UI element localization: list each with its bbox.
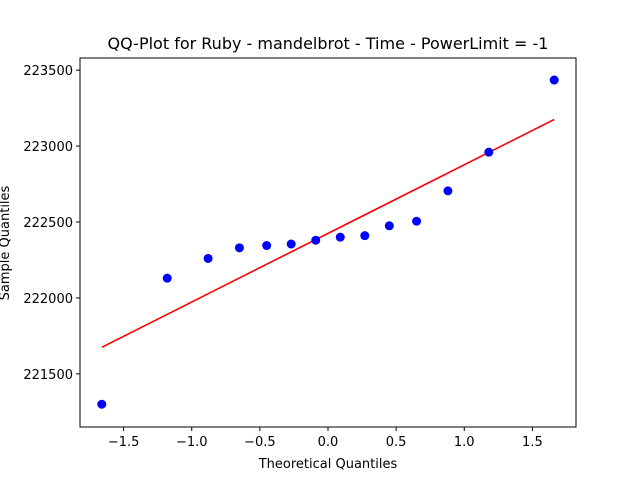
x-tick-label: 0.0 xyxy=(318,435,339,450)
x-tick-label: 0.5 xyxy=(386,435,407,450)
x-tick-label: −1.0 xyxy=(176,435,208,450)
data-point xyxy=(549,75,559,85)
data-point xyxy=(484,147,494,157)
y-axis: 221500 222000 222500 223000 223500 xyxy=(23,64,80,383)
y-tick-label: 221500 xyxy=(23,368,73,383)
y-tick-label: 222000 xyxy=(23,292,73,307)
x-axis: −1.5 −1.0 −0.5 0.0 0.5 1.0 1.5 xyxy=(108,427,543,450)
data-point xyxy=(262,241,272,251)
chart-title: QQ-Plot for Ruby - mandelbrot - Time - P… xyxy=(108,34,549,53)
y-tick-label: 223000 xyxy=(23,140,73,155)
data-point xyxy=(203,253,213,263)
fit-line xyxy=(101,118,555,348)
data-point xyxy=(384,221,394,231)
x-tick-label: 1.5 xyxy=(522,435,543,450)
data-point xyxy=(412,216,422,226)
y-tick-label: 223500 xyxy=(23,64,73,79)
data-point xyxy=(443,186,453,196)
data-point xyxy=(234,243,244,253)
y-axis-label: Sample Quantiles xyxy=(0,185,13,300)
data-point xyxy=(97,399,107,409)
data-point xyxy=(286,239,296,249)
x-tick-label: −0.5 xyxy=(244,435,276,450)
data-point xyxy=(360,231,370,241)
data-point xyxy=(311,235,321,245)
x-axis-label: Theoretical Quantiles xyxy=(258,457,398,472)
y-tick-label: 222500 xyxy=(23,216,73,231)
x-tick-label: 1.0 xyxy=(454,435,475,450)
data-point xyxy=(335,232,345,242)
x-tick-label: −1.5 xyxy=(108,435,140,450)
plot-area xyxy=(97,75,559,409)
data-point xyxy=(162,273,172,283)
